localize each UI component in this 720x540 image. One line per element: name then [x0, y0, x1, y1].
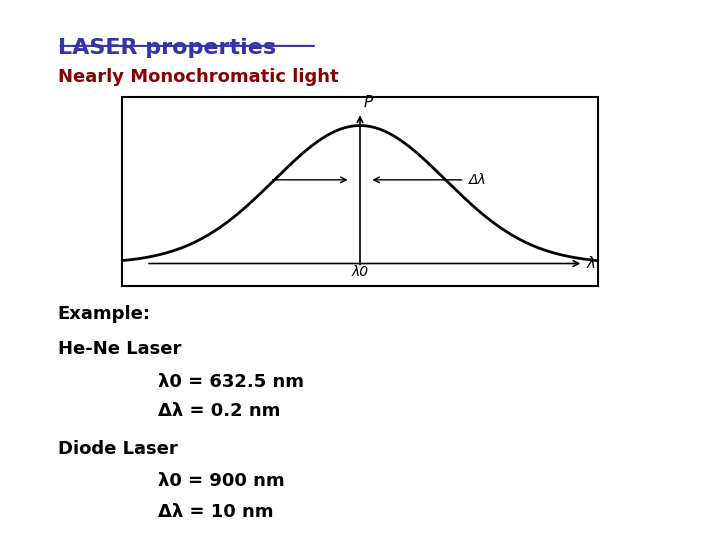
- Text: λ0 = 900 nm: λ0 = 900 nm: [158, 472, 285, 490]
- Text: Example:: Example:: [58, 305, 150, 323]
- Text: P: P: [364, 94, 373, 110]
- Text: λ: λ: [587, 256, 596, 271]
- Text: Diode Laser: Diode Laser: [58, 440, 177, 458]
- Text: Nearly Monochromatic light: Nearly Monochromatic light: [58, 68, 338, 85]
- Text: LASER properties: LASER properties: [58, 38, 276, 58]
- Text: He-Ne Laser: He-Ne Laser: [58, 340, 181, 358]
- Text: Δλ = 10 nm: Δλ = 10 nm: [158, 503, 274, 521]
- Text: λ0 = 632.5 nm: λ0 = 632.5 nm: [158, 373, 305, 390]
- Text: λ0: λ0: [351, 265, 369, 279]
- Text: Δλ = 0.2 nm: Δλ = 0.2 nm: [158, 402, 281, 420]
- Bar: [122, 97, 598, 286]
- Text: Δλ: Δλ: [469, 173, 487, 187]
